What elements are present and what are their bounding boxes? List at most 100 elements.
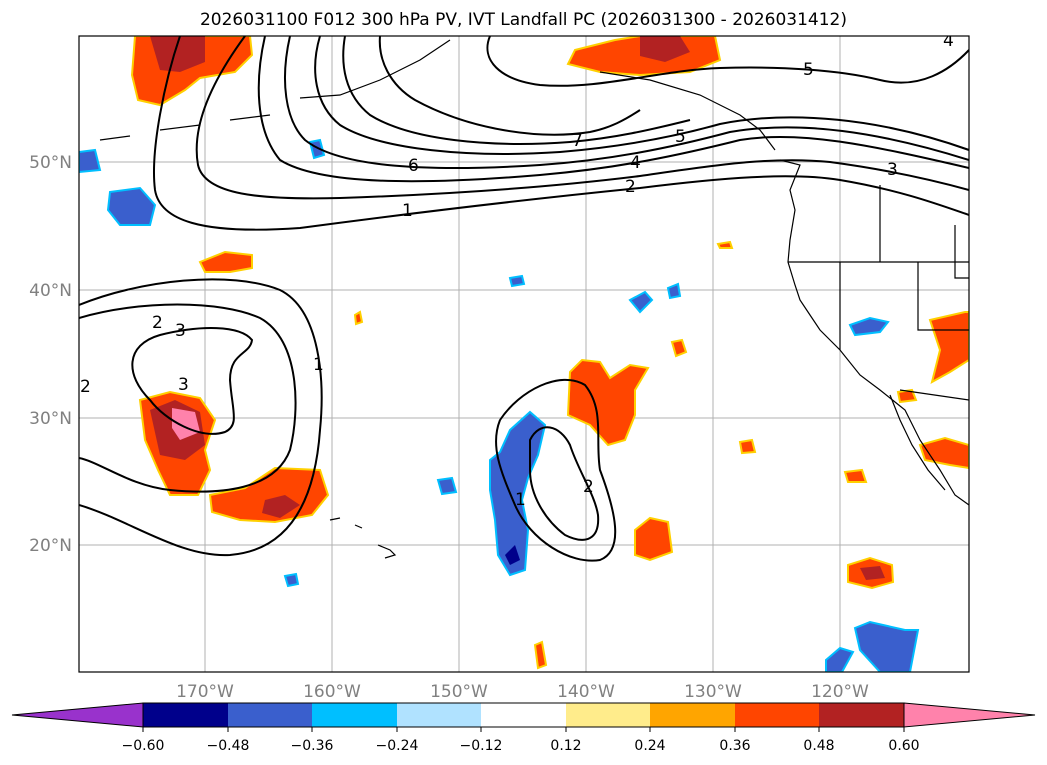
fill-blob-small-a	[353, 310, 364, 326]
contour-7-north	[378, 36, 641, 136]
fill-blob-central-core	[505, 545, 520, 565]
contour-label-4-corner: 4	[943, 31, 954, 51]
contour-label-1: 1	[402, 201, 413, 221]
contour-5-north	[314, 36, 969, 155]
map-title: 2026031100 F012 300 hPa PV, IVT Landfall…	[199, 10, 847, 30]
coast-baja	[889, 394, 946, 491]
fill-blob-small-n3	[508, 274, 526, 288]
colorbar-tick-label-6: 0.12	[550, 738, 581, 754]
lon-label-150w: 150°W	[430, 682, 488, 702]
lat-label-40n: 40°N	[29, 281, 72, 301]
fill-blob-edge-neg	[79, 148, 102, 174]
colorbar-tick-label-5: −0.12	[460, 738, 503, 754]
contour-label-1-west: 1	[313, 355, 324, 375]
fill-blob-18n-core	[860, 566, 885, 580]
colorbar-tick-label-7: 0.24	[634, 738, 665, 754]
negative-anomaly-fills	[79, 138, 920, 672]
coastlines	[99, 39, 969, 559]
contour-1-west	[79, 278, 323, 557]
coast-alaska	[299, 39, 776, 151]
fill-blob-baja	[918, 436, 969, 470]
colorbar-tick-label-10: 0.60	[888, 738, 919, 754]
latitude-labels: 50°N 40°N 30°N 20°N	[29, 153, 72, 556]
contour-label-2-west: 2	[152, 313, 163, 333]
fill-blob-small-n4	[436, 476, 458, 496]
state-lines	[839, 185, 969, 350]
aleutian-islands	[99, 114, 271, 141]
colorbar-seg-1	[143, 703, 228, 727]
colorbar-seg-7	[650, 703, 735, 727]
contour-labels: 1 2 3 4 5 6 7 5 4 3 2 3 1 1 2 2	[80, 31, 954, 510]
contour-3-west	[131, 327, 254, 435]
fill-blob-small-b	[670, 338, 688, 358]
contour-label-7: 7	[572, 131, 583, 151]
colorbar-seg-2	[228, 703, 312, 727]
contour-label-2-central: 2	[583, 477, 594, 497]
fill-blob-west-pink	[172, 408, 200, 440]
fill-blob-central-neg	[489, 410, 547, 577]
lat-label-20n: 20°N	[29, 536, 72, 556]
colorbar-seg-8	[735, 703, 819, 727]
colorbar-seg-5	[481, 703, 566, 727]
contour-label-1-central: 1	[515, 490, 526, 510]
contour-1-central	[494, 379, 617, 562]
contour-label-2-edge: 2	[80, 377, 91, 397]
contour-2-central	[529, 426, 600, 541]
fill-blob-24n-core	[262, 495, 300, 518]
lon-label-160w: 160°W	[303, 682, 361, 702]
contour-2-north	[195, 36, 969, 200]
lat-label-50n: 50°N	[29, 153, 72, 173]
contour-label-3-inner: 3	[178, 375, 189, 395]
lat-label-30n: 30°N	[29, 409, 72, 429]
colorbar-ticks	[142, 727, 905, 732]
fill-blob-small-e	[533, 640, 548, 670]
contour-label-5-alaska: 5	[803, 60, 814, 80]
coast-north-america	[779, 159, 969, 506]
fill-blob-small-f	[716, 240, 734, 249]
fill-blob-24n	[208, 466, 330, 524]
colorbar-tick-label-8: 0.36	[719, 738, 750, 754]
colorbar-extend-right	[903, 702, 1036, 728]
colorbar-seg-3	[312, 703, 397, 727]
colorbar: −0.60 −0.48 −0.36 −0.24 −0.12 0.12 0.24 …	[11, 702, 1036, 754]
border-us-mexico	[899, 389, 969, 401]
fill-blob-43n	[198, 250, 253, 273]
lon-label-140w: 140°W	[557, 682, 615, 702]
fill-blob-20n	[634, 516, 674, 562]
contour-label-3-west: 3	[175, 321, 186, 341]
lon-label-130w: 130°W	[684, 682, 742, 702]
lon-label-170w: 170°W	[176, 682, 234, 702]
fill-blob-small-n6	[308, 138, 326, 160]
contour-5-alaska	[486, 36, 969, 87]
contour-3-north	[257, 36, 969, 183]
contour-6-north	[342, 36, 691, 145]
fill-blob-nv-neg	[848, 316, 890, 337]
contour-label-3: 3	[887, 160, 898, 180]
fill-blob-sw-neg-2	[825, 646, 855, 672]
fill-blob-alaska-core	[640, 36, 690, 62]
contour-4-north	[284, 36, 969, 169]
fill-blob-nw-core	[150, 36, 205, 72]
colorbar-tick-label-4: −0.24	[376, 738, 419, 754]
lon-label-120w: 120°W	[811, 682, 869, 702]
fill-blob-small-n2	[666, 282, 682, 300]
fill-blob-small-c	[738, 438, 757, 455]
fill-blob-west-neg	[106, 186, 157, 226]
colorbar-seg-4	[397, 703, 481, 727]
colorbar-seg-9	[819, 703, 904, 727]
fill-blob-33n	[566, 358, 650, 447]
contour-label-5: 5	[675, 127, 686, 147]
map-border	[78, 35, 970, 673]
positive-anomaly-fills	[130, 36, 969, 670]
colorbar-tick-label-2: −0.48	[207, 738, 250, 754]
colorbar-seg-6	[566, 703, 650, 727]
colorbar-extend-left	[11, 702, 144, 728]
contour-label-2: 2	[625, 177, 636, 197]
fill-blob-small-n1	[628, 290, 654, 314]
pv-contours	[79, 36, 969, 562]
fill-blob-sw-neg	[853, 620, 920, 672]
colorbar-outline	[142, 702, 905, 728]
longitude-labels: 170°W 160°W 150°W 140°W 130°W 120°W	[176, 682, 869, 702]
contour-2-west	[79, 303, 297, 493]
